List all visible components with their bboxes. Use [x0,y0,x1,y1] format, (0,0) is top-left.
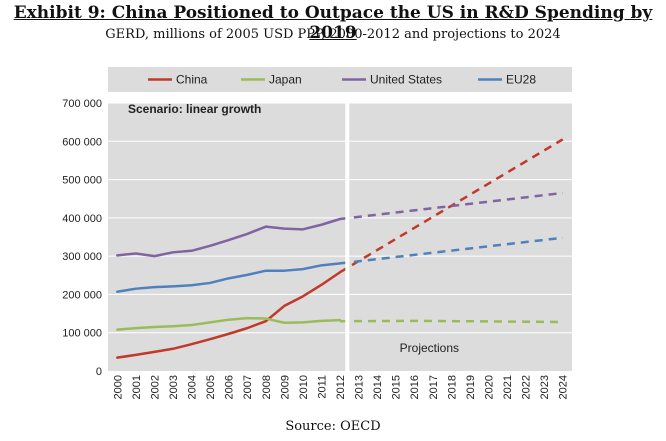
series-lines [116,138,564,359]
y-axis-tick-labels: 0 100 000 200 000 300 000 400 000 500 000 600 … [62,98,102,378]
scenario-label: Scenario: linear growth [128,102,261,116]
y-tick-label: 600 000 [62,136,102,148]
y-tick-label: 400 000 [62,213,102,225]
y-tick-label: 200 000 [62,289,102,301]
x-tick-label: 2006 [224,375,236,399]
series-line-eu28 [116,262,342,293]
x-tick-label: 2009 [279,375,291,399]
x-tick-label: 2008 [261,375,273,399]
legend-label-eu28: EU28 [506,73,536,87]
projection-line-eu28 [339,236,563,265]
x-tick-label: 2011 [316,375,328,399]
legend-label-japan: Japan [269,73,302,87]
x-tick-label: 2014 [372,375,384,399]
gridlines [108,102,572,334]
legend: China Japan United States EU28 [108,67,572,92]
x-tick-label: 2017 [428,375,440,399]
plot-area [108,103,572,371]
series-line-japan [116,316,342,331]
x-tick-label: 2019 [465,375,477,399]
x-tick-label: 2005 [205,375,217,399]
x-tick-label: 2003 [168,375,180,399]
x-tick-label: 2021 [502,375,514,399]
y-tick-label: 100 000 [62,328,102,340]
legend-label-united-states: United States [370,73,442,87]
exhibit-subtitle: GERD, millions of 2005 USD PPP, 2000-201… [105,27,561,42]
x-tick-label: 2000 [112,375,124,399]
x-tick-label: 2010 [298,375,310,399]
x-tick-label: 2013 [354,375,366,399]
x-tick-label: 2007 [242,375,254,399]
y-tick-label: 0 [96,366,102,378]
x-tick-label: 2015 [391,375,403,399]
x-tick-label: 2018 [446,375,458,399]
y-tick-label: 500 000 [62,175,102,187]
projection-label: Projections [400,341,459,355]
x-tick-label: 2023 [539,375,551,399]
x-tick-label: 2022 [521,375,533,399]
x-axis-tick-labels: 2000 2001 2002 2003 2004 2005 2006 2007 2008 2009… [112,375,569,399]
source-note: Source: OECD [285,419,381,434]
x-tick-label: 2016 [409,375,421,399]
y-tick-label: 300 000 [62,251,102,263]
series-line-united-states [116,217,342,258]
x-tick-label: 2012 [335,375,347,399]
series-line-china [116,270,342,359]
y-tick-label: 700 000 [62,98,102,110]
projection-line-united-states [339,191,563,221]
x-tick-label: 2004 [187,375,199,399]
x-tick-label: 2002 [149,375,161,399]
x-tick-label: 2001 [131,375,143,399]
x-tick-label: 2020 [483,375,495,399]
exhibit-title: Exhibit 9: China Positioned to Outpace t… [13,3,653,43]
legend-label-china: China [176,73,208,87]
x-tick-label: 2024 [558,375,570,399]
projection-line-japan [339,319,563,324]
